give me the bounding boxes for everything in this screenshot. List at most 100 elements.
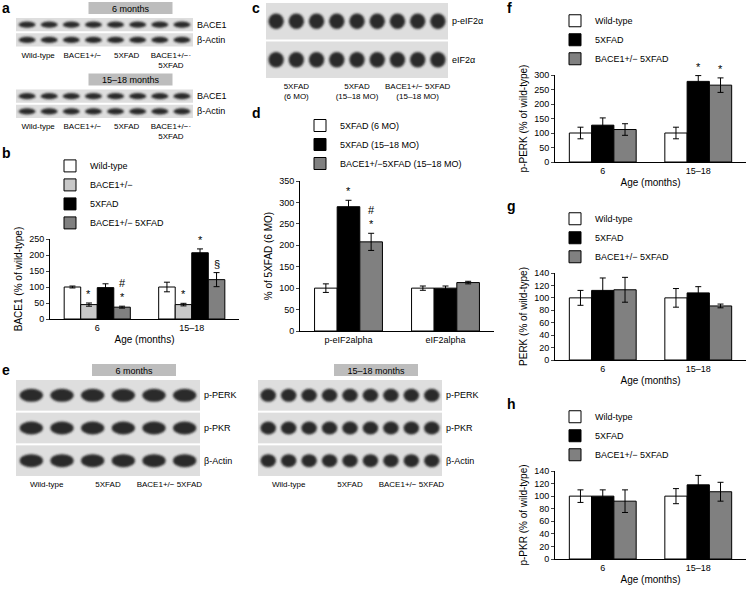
svg-text:100: 100 [29,282,44,292]
svg-text:5XFAD: 5XFAD [595,233,624,243]
svg-text:300: 300 [534,70,549,80]
svg-text:300: 300 [279,198,294,208]
svg-text:p-PERK: p-PERK [446,390,479,400]
svg-text:Wild-type: Wild-type [272,480,306,489]
svg-text:β-Actin: β-Actin [204,456,232,466]
svg-text:100: 100 [534,491,549,501]
svg-text:15–18: 15–18 [179,323,204,333]
svg-text:100: 100 [534,128,549,138]
svg-text:Wild-type: Wild-type [595,412,633,422]
svg-text:BACE1+/−: BACE1+/− [63,51,101,60]
svg-text:BACE1+/− 5XFAD: BACE1+/− 5XFAD [595,450,669,460]
svg-text:eIF2α: eIF2α [452,55,475,65]
svg-text:150: 150 [534,114,549,124]
svg-text:β-Actin: β-Actin [197,106,225,116]
svg-text:Wild-type: Wild-type [30,480,64,489]
svg-text:6: 6 [600,166,605,176]
svg-text:0: 0 [544,554,549,564]
svg-text:*: * [346,185,351,197]
svg-text:50: 50 [34,298,44,308]
svg-text:Age (months): Age (months) [620,375,680,386]
svg-text:*: * [696,61,701,73]
svg-text:Age (months): Age (months) [620,574,680,585]
svg-text:*: * [86,288,91,300]
svg-text:p-PERK: p-PERK [204,390,237,400]
svg-text:15–18 months: 15–18 months [102,75,160,85]
svg-text:140: 140 [534,466,549,476]
svg-text:0: 0 [39,314,44,324]
svg-text:#*: #* [119,277,126,303]
svg-text:6 months: 6 months [115,366,153,376]
svg-text:BACE1+/− 5XFAD: BACE1+/− 5XFAD [137,480,203,489]
svg-text:BACE1+/−: BACE1+/− [90,180,133,190]
svg-text:5XFAD: 5XFAD [114,122,140,131]
svg-text:PERK (% of wild-type): PERK (% of wild-type) [518,267,529,366]
svg-text:Wild-type: Wild-type [21,122,55,131]
svg-text:350: 350 [279,176,294,186]
svg-text:eIF2alpha: eIF2alpha [425,335,465,345]
svg-text:40: 40 [539,529,549,539]
svg-text:250: 250 [29,234,44,244]
svg-text:250: 250 [279,219,294,229]
svg-text:200: 200 [534,99,549,109]
svg-text:250: 250 [534,85,549,95]
svg-text:β-Actin: β-Actin [446,456,474,466]
svg-text:5XFAD: 5XFAD [595,431,624,441]
svg-text:p-eIF2α: p-eIF2α [452,16,483,26]
svg-text:BACE1: BACE1 [197,20,227,30]
svg-text:5XFAD (15–18 MO): 5XFAD (15–18 MO) [340,140,419,150]
svg-text:80: 80 [539,504,549,514]
svg-text:p-PERK (% of wild-type): p-PERK (% of wild-type) [518,65,529,173]
svg-text:*: * [198,234,203,246]
svg-text:Wild-type: Wild-type [21,51,55,60]
svg-text:60: 60 [539,318,549,328]
svg-text:5XFAD: 5XFAD [95,480,121,489]
svg-text:BACE1+/− 5XFAD: BACE1+/− 5XFAD [595,54,669,64]
svg-text:p-PKR (% of wild-type): p-PKR (% of wild-type) [518,464,529,565]
svg-text:6 months: 6 months [112,4,150,14]
svg-text:15–18: 15–18 [686,364,711,374]
svg-text:BACE1+/−·5XFAD: BACE1+/−·5XFAD [151,122,191,141]
svg-text:p-eIF2alpha: p-eIF2alpha [324,335,372,345]
svg-text:BACE1 (% of wild-type): BACE1 (% of wild-type) [13,227,24,331]
svg-text:5XFAD: 5XFAD [337,480,363,489]
svg-text:BACE1+/− 5XFAD: BACE1+/− 5XFAD [90,218,164,228]
svg-text:BACE1+/− 5XFAD: BACE1+/− 5XFAD [595,252,669,262]
svg-text:15–18: 15–18 [686,166,711,176]
svg-text:100: 100 [534,293,549,303]
svg-text:150: 150 [279,262,294,272]
svg-text:BACE1+/−·5XFAD: BACE1+/−·5XFAD [151,51,191,70]
svg-text:20: 20 [539,343,549,353]
svg-text:120: 120 [534,281,549,291]
svg-text:*: * [181,288,186,300]
svg-text:5XFAD(6 MO): 5XFAD(6 MO) [284,82,310,101]
svg-text:5XFAD: 5XFAD [114,51,140,60]
svg-text:6: 6 [95,323,100,333]
svg-text:120: 120 [534,479,549,489]
svg-text:β-Actin: β-Actin [197,35,225,45]
svg-text:Wild-type: Wild-type [90,161,128,171]
svg-text:20: 20 [539,542,549,552]
svg-text:0: 0 [544,157,549,167]
svg-text:BACE1+/−: BACE1+/− [63,122,101,131]
svg-text:0: 0 [289,326,294,336]
svg-text:BACE1+/−5XFAD (15–18 MO): BACE1+/−5XFAD (15–18 MO) [340,159,462,169]
svg-text:BACE1+/− 5XFAD: BACE1+/− 5XFAD [379,480,445,489]
svg-text:5XFAD: 5XFAD [90,199,119,209]
svg-text:6: 6 [600,364,605,374]
svg-text:15–18 months: 15–18 months [347,366,405,376]
svg-text:% of 5XFAD (6 MO): % of 5XFAD (6 MO) [263,212,274,300]
svg-text:p-PKR: p-PKR [204,423,231,433]
svg-text:150: 150 [29,266,44,276]
svg-text:*: * [718,63,723,75]
svg-text:BACE1+/− 5XFAD(15–18 MO): BACE1+/− 5XFAD(15–18 MO) [385,82,451,101]
svg-text:50: 50 [539,143,549,153]
svg-text:200: 200 [279,240,294,250]
svg-text:5XFAD (6 MO): 5XFAD (6 MO) [340,121,399,131]
svg-text:Age (months): Age (months) [114,334,174,345]
svg-text:15–18: 15–18 [686,563,711,573]
svg-text:60: 60 [539,516,549,526]
svg-text:50: 50 [284,305,294,315]
svg-text:80: 80 [539,305,549,315]
svg-text:140: 140 [534,268,549,278]
